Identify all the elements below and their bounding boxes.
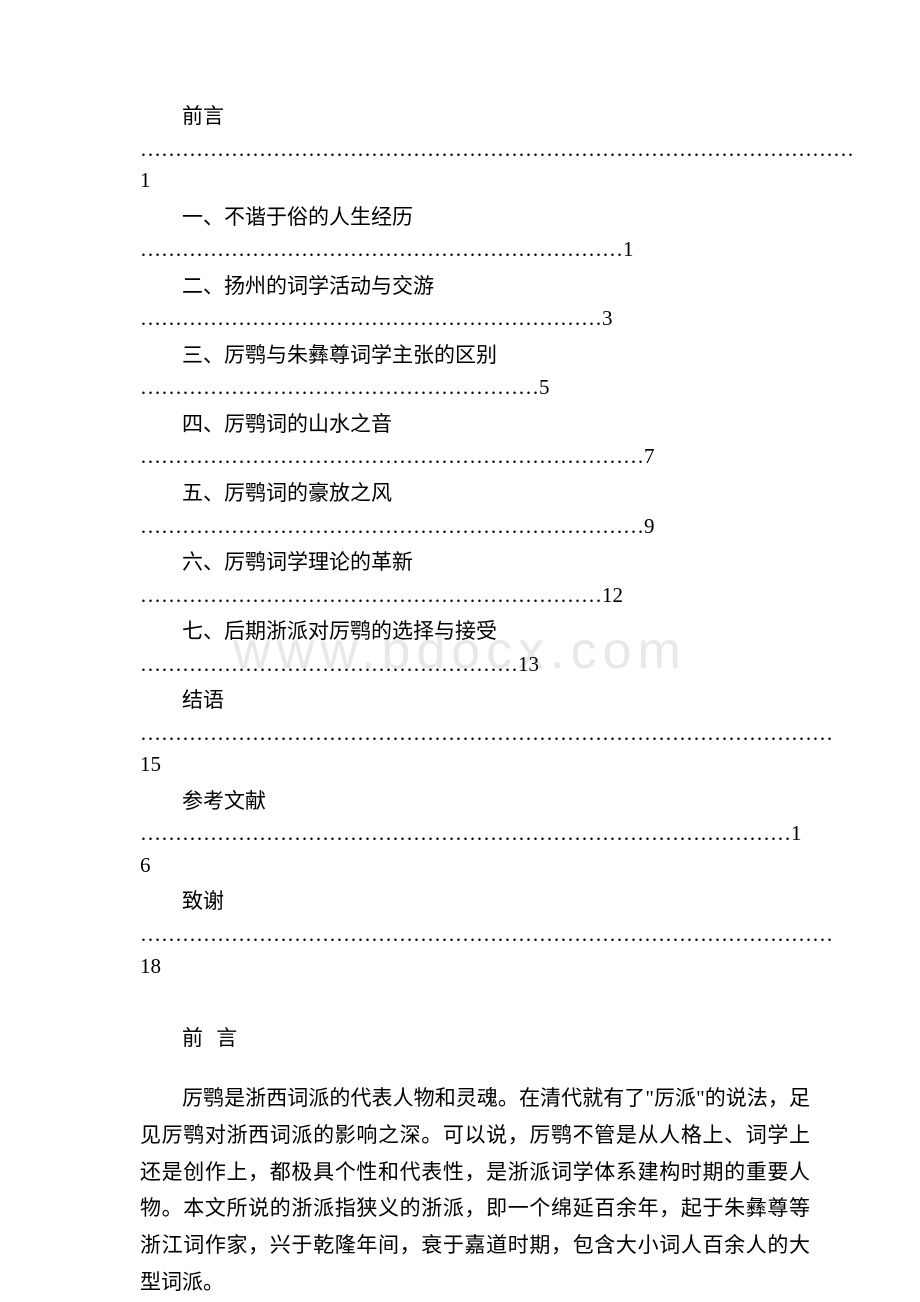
toc-dots: ………………………………………………………………9 [140,511,810,543]
toc-entry-7: 七、后期浙派对厉鹗的选择与接受 ………………………………………………13 [140,615,810,680]
toc-entry-acknowledgments: 致谢 ………………………………………………………………………………………18 [140,885,810,982]
toc-entry-2: 二、扬州的词学活动与交游 …………………………………………………………3 [140,270,810,335]
toc-dots: ………………………………………………13 [140,649,810,681]
toc-label: 结语 [140,684,810,718]
toc-dots: ……………………………………………………………1 [140,234,810,266]
toc-entry-1: 一、不谐于俗的人生经历 ……………………………………………………………1 [140,201,810,266]
toc-label: 一、不谐于俗的人生经历 [140,201,810,235]
body-paragraph: 厉鹗是浙西词派的代表人物和灵魂。在清代就有了"厉派"的说法，足见厉鹗对浙西词派的… [140,1080,810,1301]
toc-label: 致谢 [140,885,810,919]
toc-entry-conclusion: 结语 ………………………………………………………………………………………15 [140,684,810,781]
toc-dots: …………………………………………………………3 [140,303,810,335]
toc-dots: …………………………………………………………………………………16 [140,818,810,881]
toc-dots: …………………………………………………………………………………………1 [140,134,810,197]
toc-label: 三、厉鹗与朱彝尊词学主张的区别 [140,339,810,373]
toc-label: 六、厉鹗词学理论的革新 [140,546,810,580]
toc-label: 二、扬州的词学活动与交游 [140,270,810,304]
spacer [140,986,810,1022]
toc-entry-4: 四、厉鹗词的山水之音 ………………………………………………………………7 [140,408,810,473]
section-title-preface: 前 言 [140,1022,810,1052]
toc-entry-3: 三、厉鹗与朱彝尊词学主张的区别 …………………………………………………5 [140,339,810,404]
toc-dots: …………………………………………………5 [140,372,810,404]
toc-label: 五、厉鹗词的豪放之风 [140,477,810,511]
toc-dots: …………………………………………………………12 [140,580,810,612]
toc-label: 参考文献 [140,785,810,819]
toc-label: 七、后期浙派对厉鹗的选择与接受 [140,615,810,649]
toc-label: 前言 [140,100,810,134]
toc-label: 四、厉鹗词的山水之音 [140,408,810,442]
toc-entry-preface: 前言 …………………………………………………………………………………………1 [140,100,810,197]
toc-entry-references: 参考文献 …………………………………………………………………………………16 [140,785,810,882]
toc-dots: ………………………………………………………………………………………15 [140,718,810,781]
page-content: 前言 …………………………………………………………………………………………1 一… [140,100,810,1301]
toc-entry-5: 五、厉鹗词的豪放之风 ………………………………………………………………9 [140,477,810,542]
toc-entry-6: 六、厉鹗词学理论的革新 …………………………………………………………12 [140,546,810,611]
toc-dots: ………………………………………………………………7 [140,441,810,473]
table-of-contents: 前言 …………………………………………………………………………………………1 一… [140,100,810,982]
toc-dots: ………………………………………………………………………………………18 [140,919,810,982]
